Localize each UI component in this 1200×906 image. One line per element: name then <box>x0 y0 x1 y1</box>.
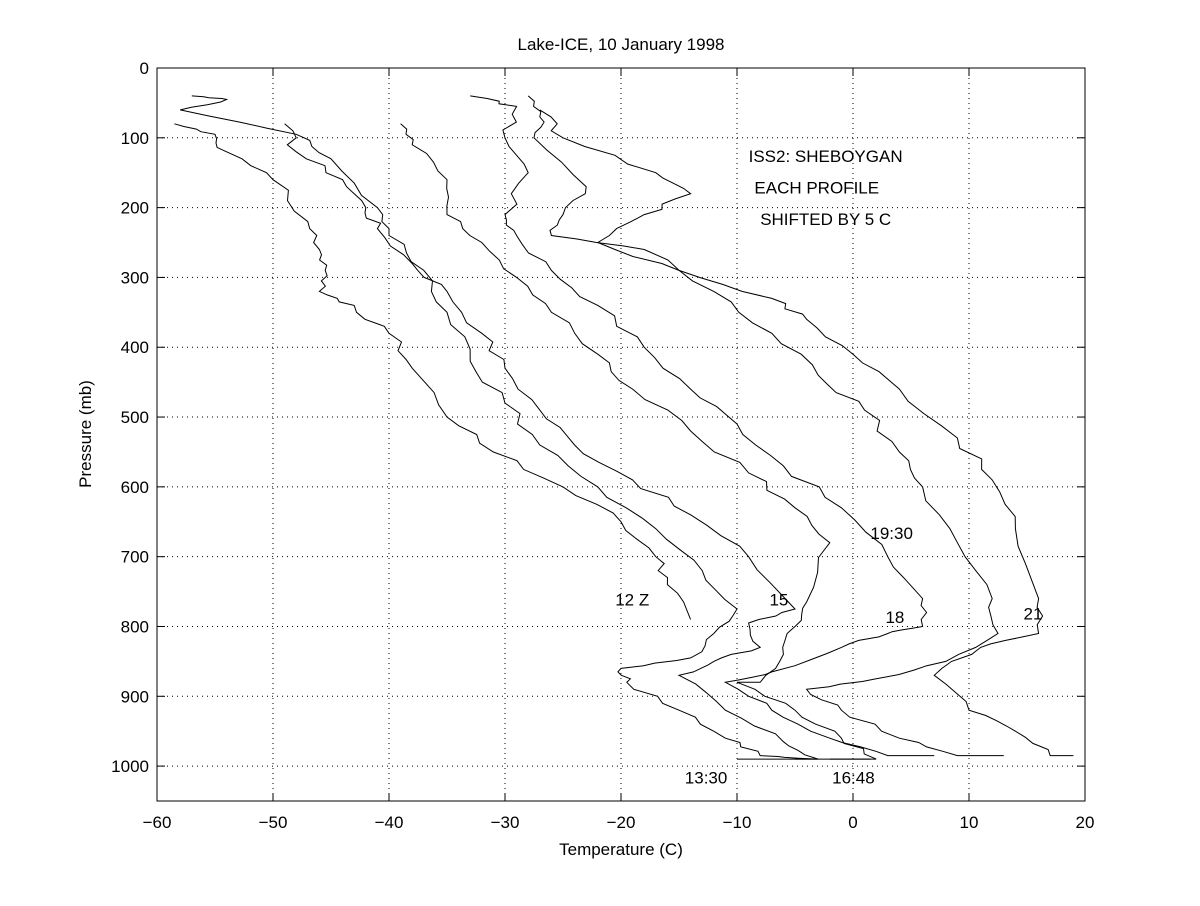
x-tick-label: −60 <box>143 813 172 832</box>
x-tick-label: 10 <box>960 813 979 832</box>
profile-line-1330 <box>180 95 819 760</box>
grid <box>157 68 1085 801</box>
annotation-label: 16:48 <box>832 769 875 788</box>
y-tick-label: 400 <box>121 338 149 357</box>
x-tick-label: −40 <box>375 813 404 832</box>
annotation-label: 12 Z <box>615 591 649 610</box>
x-tick-label: −50 <box>259 813 288 832</box>
y-tick-label: 200 <box>121 199 149 218</box>
y-tick-label: 100 <box>121 129 149 148</box>
y-tick-label: 700 <box>121 548 149 567</box>
y-tick-label: 600 <box>121 478 149 497</box>
y-tick-label: 800 <box>121 617 149 636</box>
profile-line-18 <box>470 95 935 757</box>
x-axis-label: Temperature (C) <box>559 840 683 859</box>
annotation-label: ISS2: SHEBOYGAN <box>749 147 903 166</box>
y-tick-label: 900 <box>121 687 149 706</box>
chart-title: Lake-ICE, 10 January 1998 <box>518 35 725 54</box>
y-tick-label: 0 <box>140 59 149 78</box>
annotation-label: 19:30 <box>870 524 913 543</box>
y-axis-label: Pressure (mb) <box>76 380 95 488</box>
profile-line-21 <box>539 109 1074 757</box>
ticks: −60 −50 −40 −30 −20 −10 0 10 2001002003004005006… <box>111 59 1094 832</box>
y-tick-label: 500 <box>121 408 149 427</box>
y-tick-label: 300 <box>121 268 149 287</box>
annotation-label: 18 <box>885 608 904 627</box>
annotation-label: SHIFTED BY 5 C <box>760 210 891 229</box>
annotation-label: 15 <box>769 591 788 610</box>
x-tick-label: −20 <box>607 813 636 832</box>
annotations: ISS2: SHEBOYGAN EACH PROFILE SHIFTED BY 5 … <box>615 147 1042 787</box>
profile-line-1930 <box>527 95 1004 757</box>
profile-line-15 <box>284 123 871 760</box>
series-group <box>174 95 1074 760</box>
plot-frame <box>156 67 1086 802</box>
profile-line-12Z <box>174 123 692 620</box>
profile-line-1648 <box>400 123 877 760</box>
x-tick-label: 0 <box>848 813 857 832</box>
annotation-label: EACH PROFILE <box>754 179 879 198</box>
x-tick-label: 20 <box>1076 813 1095 832</box>
x-tick-label: −10 <box>723 813 752 832</box>
annotation-label: 13:30 <box>685 769 728 788</box>
y-tick-label: 1000 <box>111 757 149 776</box>
x-tick-label: −30 <box>491 813 520 832</box>
annotation-label: 21 <box>1024 604 1043 623</box>
